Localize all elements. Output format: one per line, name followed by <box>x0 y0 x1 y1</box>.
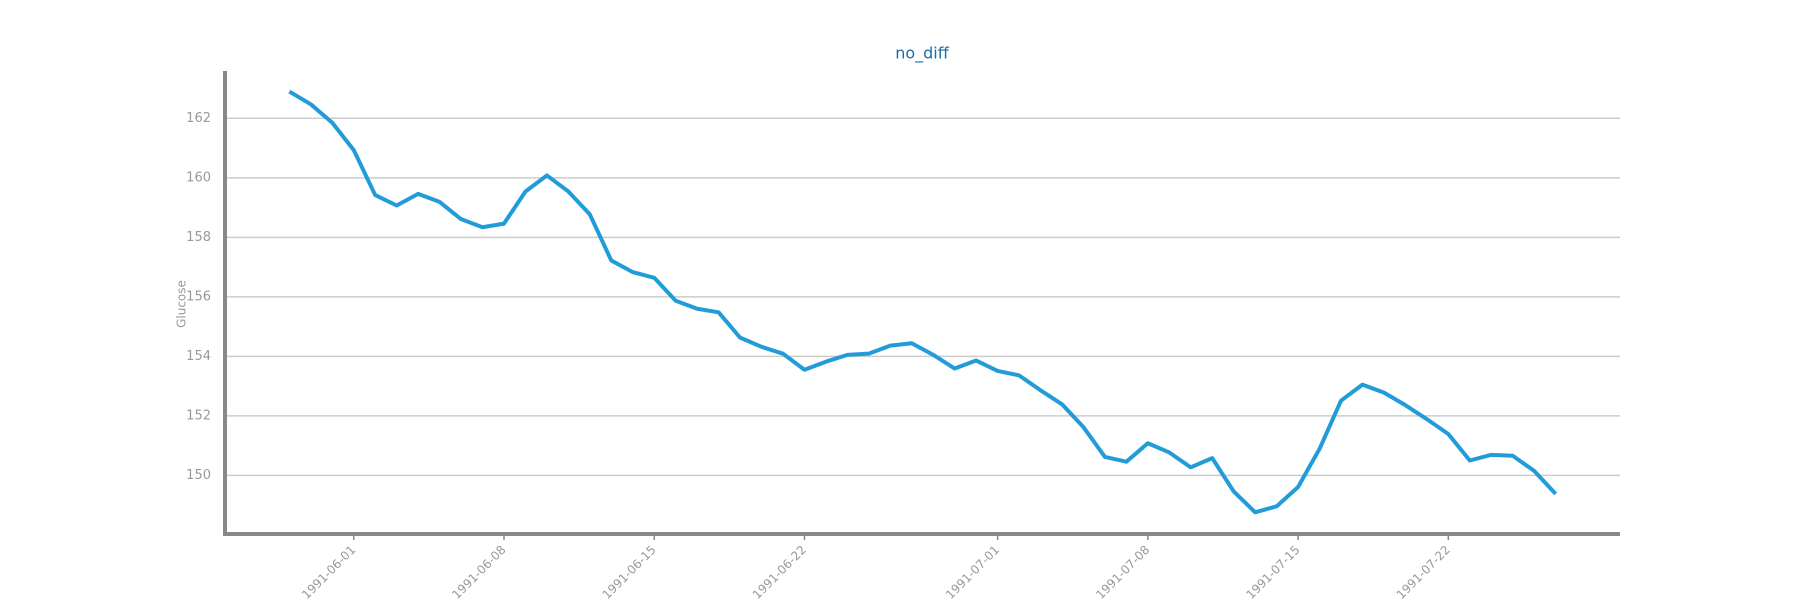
data-line <box>288 89 1558 515</box>
y-tick-label: 152 <box>186 408 211 423</box>
x-tick-label: 1991-06-01 <box>299 543 358 600</box>
x-tick-label: 1991-07-01 <box>943 543 1002 600</box>
y-tick-label: 158 <box>186 230 211 245</box>
x-tick-label: 1991-06-08 <box>449 543 508 600</box>
y-tick-label: 154 <box>186 349 211 364</box>
y-tick-label: 162 <box>186 111 211 126</box>
x-tick-label: 1991-07-22 <box>1394 543 1453 600</box>
y-tick-label: 156 <box>186 289 211 304</box>
y-tick-label: 160 <box>186 170 211 185</box>
x-tick-label: 1991-07-08 <box>1093 543 1152 600</box>
chart-title: no_diff <box>895 44 950 64</box>
y-axis-label: Glucose <box>175 280 189 328</box>
y-tick-label: 150 <box>186 468 211 483</box>
x-tick-label: 1991-06-22 <box>750 543 809 600</box>
x-tick-label: 1991-06-15 <box>600 543 659 600</box>
x-tick-label: 1991-07-15 <box>1243 543 1302 600</box>
